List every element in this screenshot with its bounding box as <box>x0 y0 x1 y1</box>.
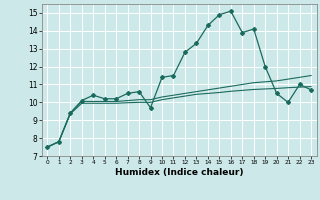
X-axis label: Humidex (Indice chaleur): Humidex (Indice chaleur) <box>115 168 244 177</box>
